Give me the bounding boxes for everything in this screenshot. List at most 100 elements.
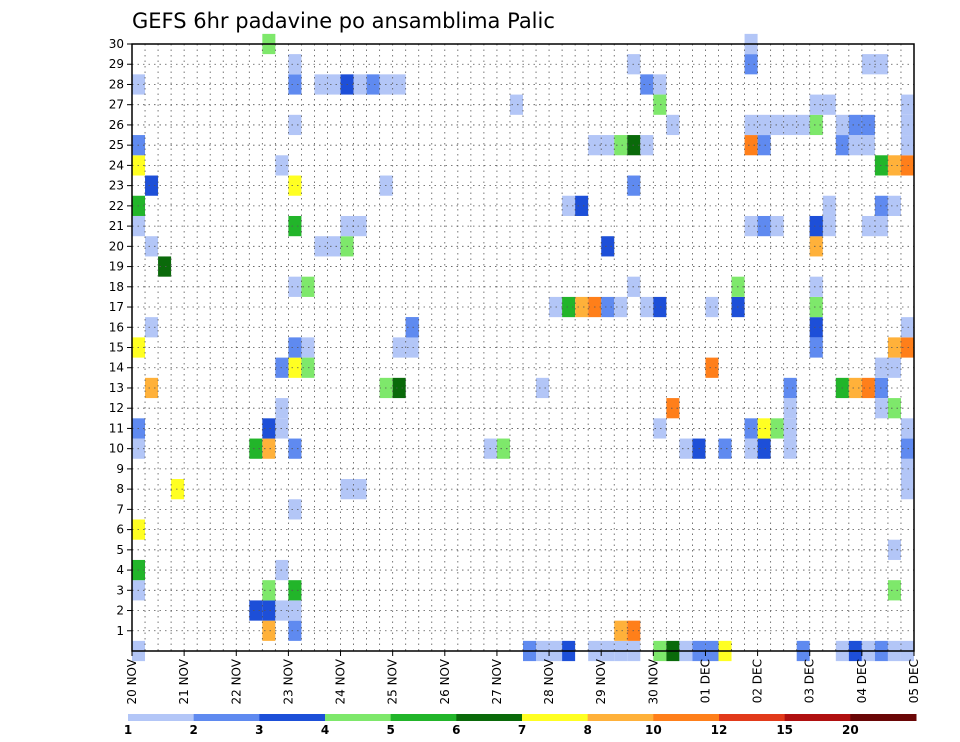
precip-cell <box>614 620 628 641</box>
precip-cell <box>744 135 758 156</box>
precip-cell <box>288 276 302 297</box>
y-tick-label: 8 <box>116 482 124 496</box>
precip-cell <box>900 337 914 358</box>
y-tick-label: 10 <box>109 442 124 456</box>
precip-cell <box>392 74 406 95</box>
precip-cell <box>861 377 875 399</box>
y-tick-label: 23 <box>109 179 124 193</box>
x-tick-label: 04 DEC <box>855 659 869 703</box>
precip-cell <box>900 438 914 459</box>
y-tick-label: 1 <box>116 624 124 638</box>
colorbar-swatch <box>522 714 589 721</box>
precip-cell <box>679 438 693 459</box>
colorbar-label: 4 <box>321 723 329 737</box>
precip-cell <box>848 135 862 156</box>
precip-cell <box>405 337 419 358</box>
precip-cell <box>405 317 419 338</box>
y-tick-label: 14 <box>109 361 124 375</box>
precip-cell <box>145 236 159 257</box>
precip-cell <box>705 357 719 378</box>
x-tick-label: 25 NOV <box>386 658 400 704</box>
precip-cell <box>653 74 667 95</box>
precip-cell <box>353 479 367 500</box>
x-tick-label: 03 DEC <box>803 659 817 703</box>
precip-cell <box>301 276 315 297</box>
precip-cell <box>288 74 302 95</box>
y-tick-label: 3 <box>116 583 124 597</box>
y-tick-label: 30 <box>109 37 124 51</box>
precip-cell <box>145 317 159 338</box>
precip-cell <box>744 114 758 136</box>
precip-cell <box>809 317 823 338</box>
precip-cell <box>145 175 159 196</box>
precip-cell <box>614 296 628 318</box>
precip-cell <box>262 580 276 601</box>
precip-cell <box>887 580 901 601</box>
precip-cell <box>744 438 758 459</box>
precip-cell <box>809 296 823 318</box>
precip-cell <box>353 74 367 95</box>
precip-cell <box>666 398 680 419</box>
precip-cell <box>171 479 185 500</box>
precip-cell <box>301 357 315 378</box>
precip-cell <box>353 215 367 237</box>
y-tick-label: 7 <box>116 502 124 516</box>
precip-cell <box>770 114 784 136</box>
colorbar-swatch <box>325 714 392 721</box>
precip-cell <box>861 54 875 75</box>
precip-cell <box>158 256 172 277</box>
precip-cell <box>744 54 758 75</box>
colorbar-label: 3 <box>255 723 263 737</box>
precip-cell <box>601 296 615 318</box>
x-tick-label: 02 DEC <box>751 659 765 703</box>
x-tick-label: 26 NOV <box>438 658 452 704</box>
precip-cell <box>861 114 875 136</box>
precip-cell <box>783 438 797 459</box>
x-tick-label: 21 NOV <box>177 658 191 704</box>
precip-cell <box>809 114 823 136</box>
x-tick-label: 05 DEC <box>907 659 921 703</box>
precip-cell <box>809 276 823 297</box>
precip-cell <box>770 215 784 237</box>
y-tick-label: 11 <box>109 421 124 435</box>
y-tick-label: 2 <box>116 604 124 618</box>
precip-cell <box>822 195 836 216</box>
precip-cell <box>757 114 771 136</box>
precip-cell <box>509 94 523 115</box>
precip-cell <box>861 135 875 156</box>
precip-cell <box>783 418 797 439</box>
precip-cell <box>900 135 914 156</box>
precip-cell <box>496 438 510 459</box>
precip-cell <box>640 135 654 156</box>
colorbar-label: 7 <box>518 723 526 737</box>
precip-cell <box>653 94 667 115</box>
precip-cell <box>809 215 823 237</box>
precip-cell <box>288 337 302 358</box>
precip-cell <box>744 418 758 439</box>
precip-cell <box>900 479 914 500</box>
precip-cell <box>848 377 862 399</box>
y-tick-label: 9 <box>116 462 124 476</box>
x-tick-label: 22 NOV <box>229 658 243 704</box>
y-tick-label: 21 <box>109 219 124 233</box>
y-axis-ticks: 1234567891011121314151617181920212223242… <box>109 37 132 638</box>
precip-cell <box>288 114 302 136</box>
precip-cell <box>575 296 589 318</box>
precip-cell <box>653 296 667 318</box>
colorbar-swatch <box>587 714 654 721</box>
precip-cell <box>900 155 914 176</box>
colorbar-label: 12 <box>711 723 728 737</box>
precip-cell <box>718 438 732 459</box>
precip-cell <box>262 438 276 459</box>
y-tick-label: 29 <box>109 57 124 71</box>
colorbar-swatch <box>719 714 786 721</box>
precip-cell <box>288 215 302 237</box>
precip-cell <box>288 54 302 75</box>
y-tick-label: 17 <box>109 300 124 314</box>
colorbar-swatch <box>193 714 260 721</box>
precip-cell <box>887 195 901 216</box>
x-tick-label: 01 DEC <box>698 659 712 703</box>
colorbar-label: 6 <box>452 723 460 737</box>
precip-cell <box>887 398 901 419</box>
